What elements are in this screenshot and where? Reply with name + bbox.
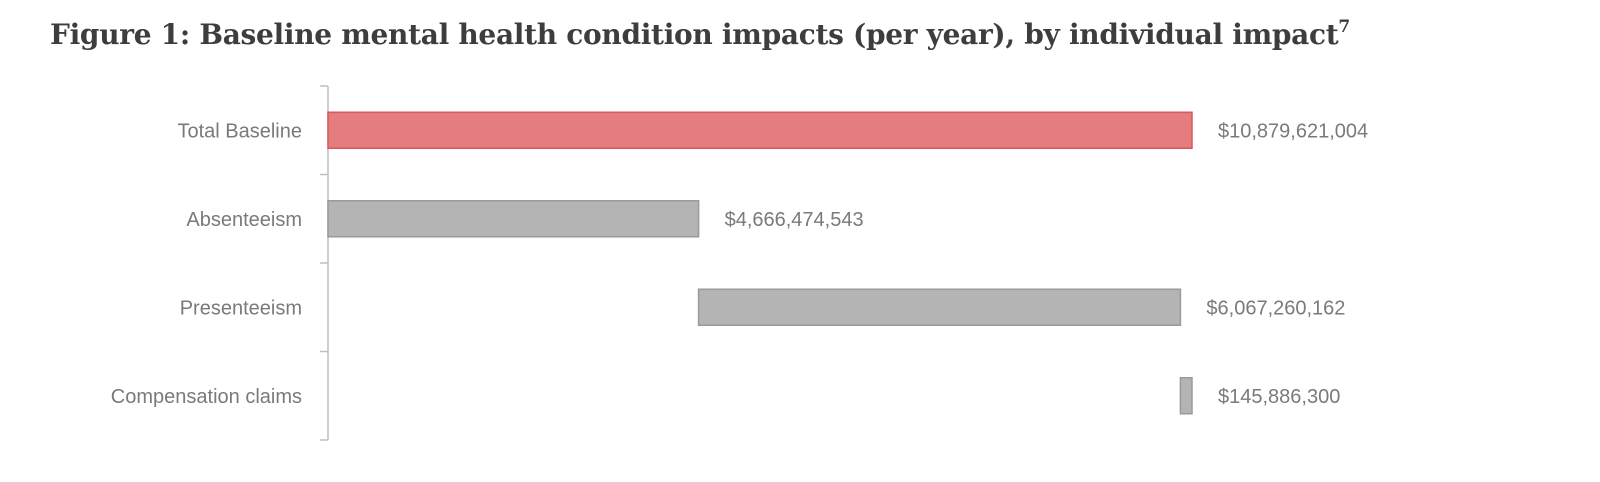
value-label: $10,879,621,004 (1218, 120, 1368, 142)
value-label: $145,886,300 (1218, 386, 1340, 408)
category-label: Total Baseline (177, 120, 302, 142)
category-label: Compensation claims (111, 386, 302, 408)
value-label: $4,666,474,543 (725, 209, 864, 231)
bar-presenteeism (697, 288, 1182, 326)
value-label: $6,067,260,162 (1206, 297, 1345, 319)
bar-total-baseline (327, 111, 1193, 149)
chart-title-text: Figure 1: Baseline mental health conditi… (50, 18, 1339, 51)
footnote-marker: 7 (1338, 16, 1350, 37)
y-axis (320, 85, 329, 441)
bar-compensation-claims (1179, 377, 1193, 415)
category-label: Absenteeism (186, 209, 302, 231)
bars (327, 111, 1193, 415)
category-label: Presenteeism (180, 297, 302, 319)
bar-absenteeism (327, 200, 700, 238)
labels: Total Baseline $10,879,621,004 Absenteeism… (111, 120, 1368, 408)
chart-title: Figure 1: Baseline mental health conditi… (50, 16, 1350, 51)
